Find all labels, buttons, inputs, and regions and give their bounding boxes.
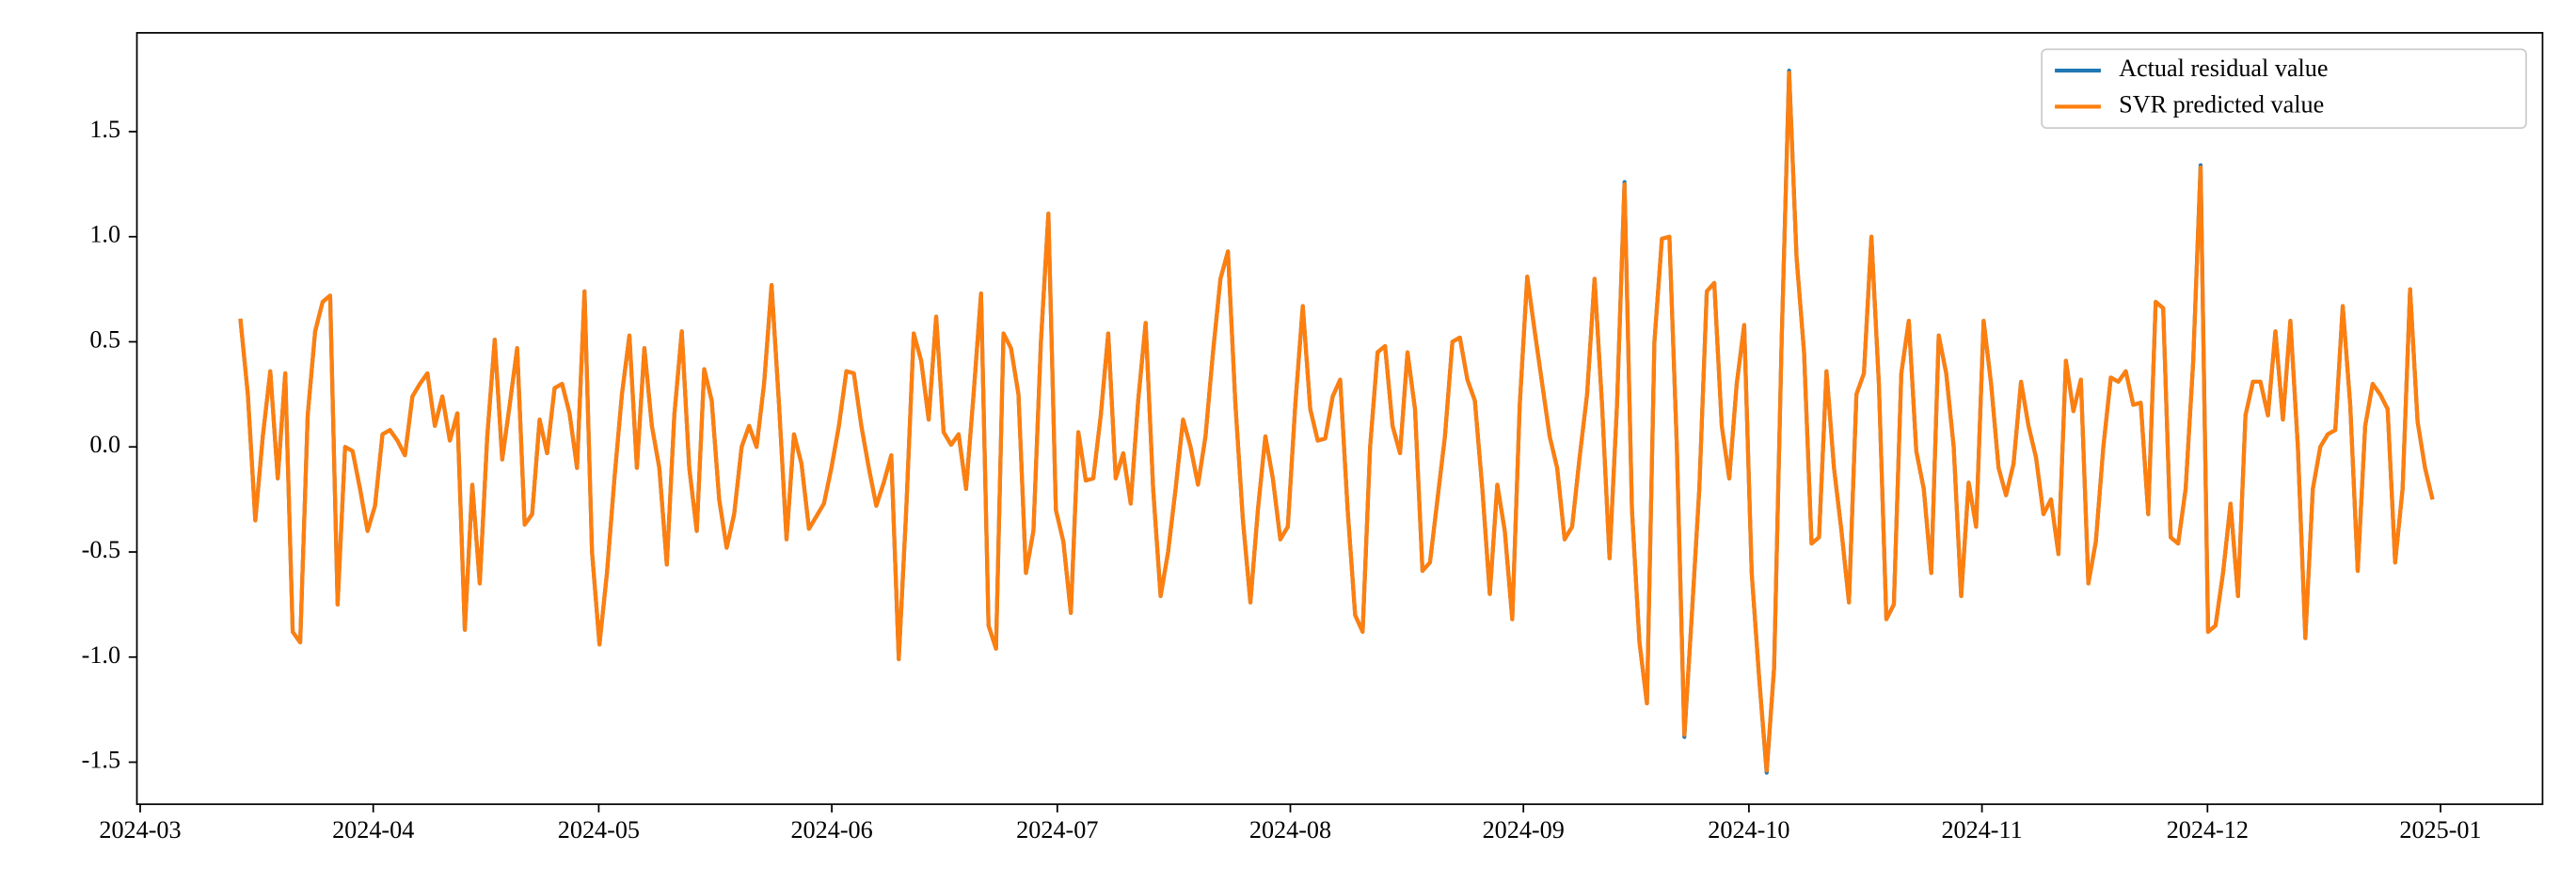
x-tick-label: 2024-09 [1483, 816, 1565, 844]
x-tick-label: 2024-07 [1016, 816, 1098, 844]
x-tick-label: 2024-12 [2167, 816, 2249, 844]
x-tick-label: 2024-05 [558, 816, 640, 844]
x-tick-label: 2024-06 [790, 816, 872, 844]
y-tick-label: 0.5 [89, 325, 120, 353]
y-tick-label: 1.0 [89, 221, 120, 248]
x-tick-label: 2024-10 [1708, 816, 1789, 844]
series-line [238, 71, 2435, 773]
legend-label: Actual residual value [2119, 55, 2328, 82]
legend-box [2041, 48, 2527, 130]
legend-label: SVR predicted value [2119, 90, 2324, 118]
y-tick-label: -0.5 [82, 536, 120, 563]
y-tick-label: 1.5 [89, 116, 120, 143]
x-tick-label: 2024-11 [1941, 816, 2022, 844]
y-tick-label: -1.0 [82, 641, 120, 669]
x-tick-label: 2025-01 [2399, 816, 2481, 844]
x-tick-label: 2024-04 [332, 816, 414, 844]
x-tick-label: 2024-03 [99, 816, 181, 844]
plot-frame [135, 32, 2544, 806]
x-tick-label: 2024-08 [1249, 816, 1331, 844]
y-tick-label: 0.0 [89, 431, 120, 458]
y-tick-label: -1.5 [82, 747, 120, 774]
